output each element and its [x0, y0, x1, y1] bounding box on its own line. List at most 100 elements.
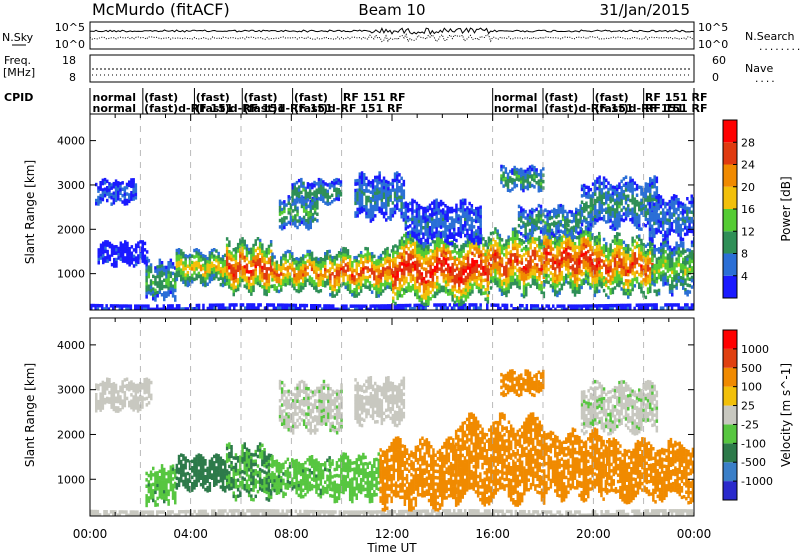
data-cell [536, 282, 539, 286]
cpid-row2-label: (fast)d-RF 151 [595, 102, 684, 115]
data-cell [686, 254, 689, 259]
data-cell [447, 247, 450, 251]
data-cell [482, 291, 485, 295]
data-cell [569, 304, 573, 308]
data-cell [482, 278, 485, 283]
data-cell [250, 276, 253, 280]
data-cell [121, 181, 124, 185]
data-cell [575, 223, 578, 228]
data-cell [666, 259, 670, 264]
data-cell [518, 244, 521, 248]
data-cell [328, 249, 331, 254]
data-cell [464, 294, 468, 299]
data-cell [104, 249, 107, 254]
data-cell [319, 269, 323, 274]
data-cell [677, 244, 681, 248]
data-cell [291, 277, 294, 282]
data-cell [396, 184, 399, 188]
data-cell [333, 294, 336, 298]
data-cell [664, 240, 667, 244]
data-cell [357, 279, 361, 283]
data-cell [308, 192, 312, 197]
data-cell [384, 251, 387, 255]
data-cell [569, 281, 572, 286]
data-cell [444, 251, 448, 256]
data-cell [115, 264, 118, 268]
data-cell [354, 307, 357, 310]
data-cell [444, 248, 448, 252]
data-cell [250, 303, 254, 307]
data-cell [511, 253, 515, 257]
data-cell [371, 198, 375, 202]
data-cell [579, 213, 582, 218]
data-cell [381, 289, 385, 293]
data-cell [326, 192, 329, 197]
data-cell [589, 244, 592, 248]
data-cell [174, 285, 177, 289]
data-cell [110, 250, 114, 254]
data-cell [528, 165, 532, 169]
data-cell [363, 179, 366, 183]
data-cell [613, 270, 617, 274]
data-cell [356, 214, 359, 218]
data-cell [558, 233, 561, 238]
data-cell [142, 307, 146, 310]
data-cell [635, 244, 639, 249]
data-cell [245, 244, 249, 248]
data-cell [591, 249, 594, 253]
data-cell [293, 182, 296, 187]
data-cell [243, 258, 246, 263]
data-cell [367, 198, 370, 203]
data-cell [400, 255, 404, 260]
data-cell [405, 241, 408, 245]
data-cell [464, 288, 468, 292]
data-cell [308, 256, 312, 260]
data-cell [277, 280, 281, 284]
data-cell [651, 303, 654, 307]
data-cell [462, 291, 465, 295]
data-cell [217, 271, 220, 275]
data-cell [275, 263, 279, 268]
data-cell [611, 281, 615, 285]
data-cell [245, 285, 249, 290]
data-cell [664, 259, 667, 264]
data-cell [381, 273, 385, 277]
data-cell [455, 206, 458, 211]
data-cell [425, 293, 428, 297]
data-cell [398, 290, 402, 295]
data-cell [394, 266, 397, 271]
data-cell [605, 267, 608, 272]
data-cell [180, 262, 183, 266]
data-cell [677, 263, 681, 267]
data-cell [431, 288, 435, 292]
data-cell [346, 255, 350, 259]
data-cell [551, 256, 555, 261]
data-cell [247, 279, 251, 284]
data-cell [388, 272, 391, 277]
data-cell [513, 178, 516, 183]
data-cell [545, 248, 548, 252]
data-cell [475, 275, 479, 280]
data-cell [666, 243, 670, 248]
data-cell [524, 229, 527, 233]
data-cell [528, 175, 532, 179]
data-cell [384, 257, 387, 262]
data-cell [415, 208, 419, 212]
data-cell [442, 224, 445, 228]
data-cell [686, 293, 689, 297]
data-cell [313, 283, 316, 287]
data-cell [646, 274, 650, 279]
data-cell [602, 253, 606, 258]
data-cell [291, 199, 294, 203]
data-cell [651, 274, 654, 279]
data-cell [254, 258, 257, 262]
data-cell [182, 264, 185, 268]
data-cell [188, 266, 192, 270]
nave-legend: .... [754, 75, 776, 85]
data-cell [236, 249, 240, 253]
data-cell [296, 209, 299, 214]
data-cell [355, 287, 358, 292]
data-cell [306, 249, 309, 254]
data-cell [379, 279, 383, 283]
data-cell [453, 259, 457, 263]
